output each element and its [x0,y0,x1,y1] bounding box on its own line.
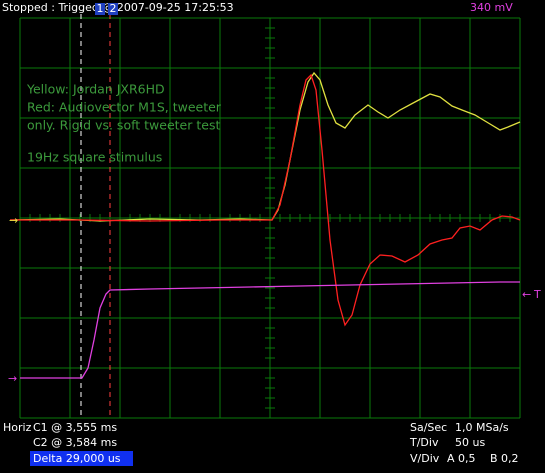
cursor-1-readout: C1 @ 3,555 ms [33,421,117,434]
annotation: Red: Audiovector M1S, tweeter [27,100,222,115]
vdiv-a: A 0,5 [447,452,476,465]
delta-readout: Delta 29,000 us [33,452,121,465]
scale: 340 mV [470,1,513,14]
cursor-1-box [95,3,105,15]
grid [19,17,521,419]
sa-sec: 1,0 MSa/s [455,421,509,434]
red-trace [10,73,521,327]
trigger-marker: T [533,288,541,301]
annotation: only. Rigid vs. soft tweeter test [27,118,220,133]
yellow-trace [9,71,521,222]
vdiv-label: V/Div [410,452,440,465]
sa-sec-label: Sa/Sec [410,421,447,434]
cursor-2-label: 2 [110,2,117,15]
annotation: 19Hz square stimulus [27,150,162,165]
tdiv-label: T/Div [409,436,439,449]
magenta-ground-marker: → [8,372,17,385]
tdiv: 50 us [455,436,485,449]
trigger-arrow: ← [522,288,531,301]
annotation: Yellow: Jordan JXR6HD [26,82,165,97]
cursor-1-label: 1 [97,2,104,15]
delta-box [30,451,133,466]
yellow-ground-marker: → [9,214,18,227]
horiz-label: Horiz [3,421,32,434]
cursor-2-box [108,3,118,15]
magenta-trace [20,281,520,379]
cursor-2-readout: C2 @ 3,584 ms [33,436,117,449]
vdiv-b: B 0,2 [490,452,519,465]
